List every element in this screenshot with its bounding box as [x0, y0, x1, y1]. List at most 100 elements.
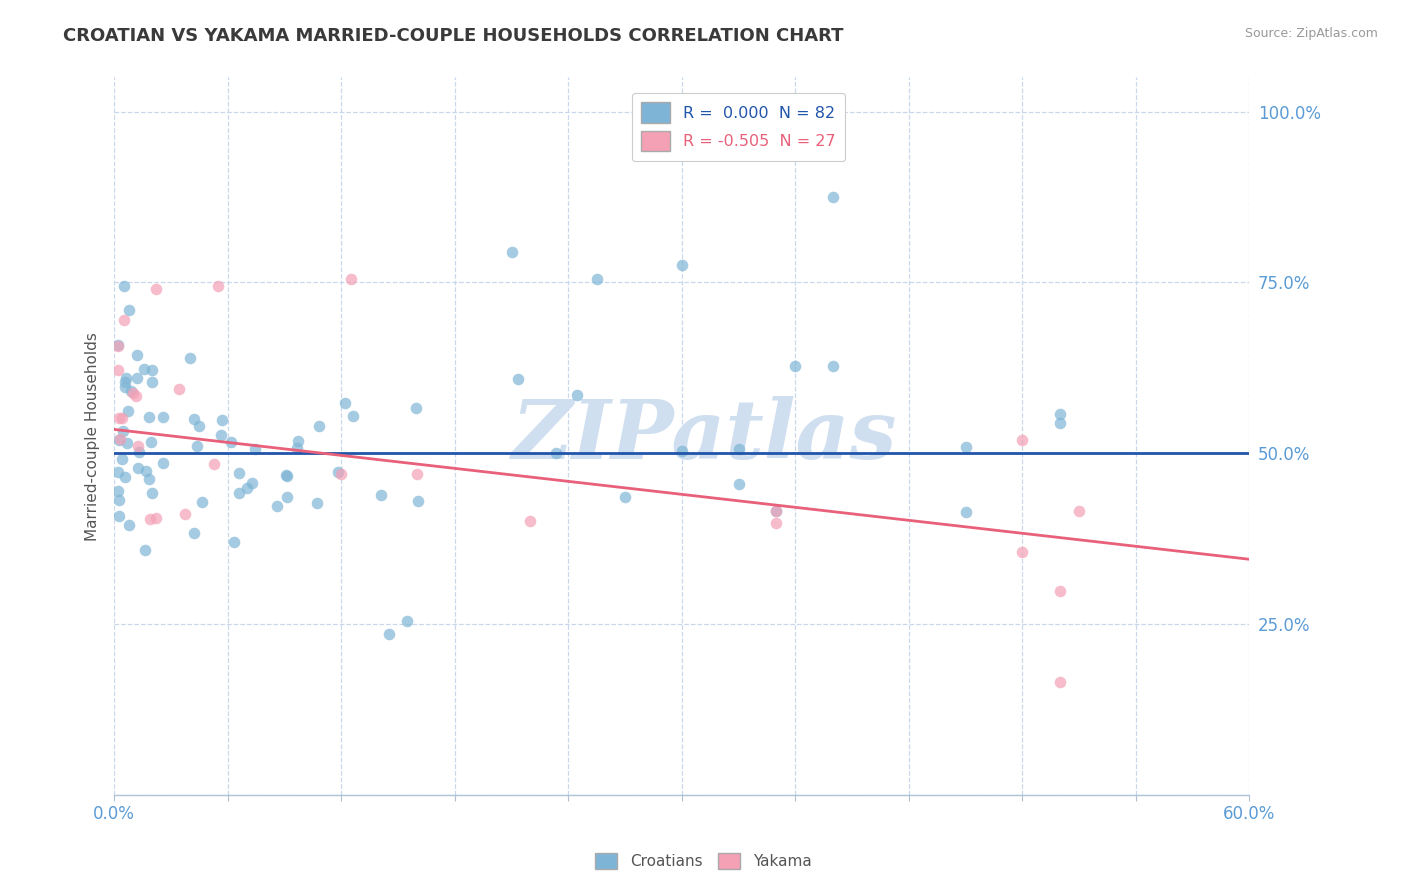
Point: [114, 375, 136, 389]
Point: [276, 467, 298, 482]
Point: [546, 446, 568, 460]
Point: [110, 452, 132, 467]
Point: [108, 508, 131, 523]
Point: [174, 507, 197, 521]
Point: [191, 495, 214, 509]
Point: [167, 382, 190, 396]
Point: [506, 372, 529, 386]
Point: [111, 411, 134, 425]
Point: [125, 370, 148, 384]
Point: [287, 434, 309, 448]
Point: [134, 542, 156, 557]
Point: [139, 435, 162, 450]
Point: [115, 436, 138, 450]
Point: [305, 496, 328, 510]
Point: [565, 388, 588, 402]
Point: [145, 282, 167, 296]
Point: [117, 403, 139, 417]
Point: [614, 490, 637, 504]
Point: [141, 375, 163, 389]
Point: [108, 493, 131, 508]
Point: [276, 490, 298, 504]
Point: [308, 419, 330, 434]
Point: [207, 279, 229, 293]
Point: [127, 460, 149, 475]
Point: [671, 443, 693, 458]
Point: [118, 302, 141, 317]
Point: [138, 472, 160, 486]
Point: [785, 359, 807, 373]
Point: [370, 488, 392, 502]
Point: [107, 363, 129, 377]
Point: [1049, 407, 1071, 421]
Point: [396, 614, 419, 628]
Point: [228, 466, 250, 480]
Point: [138, 512, 160, 526]
Point: [333, 395, 356, 409]
Point: [405, 401, 427, 415]
Point: [122, 386, 145, 401]
Point: [152, 410, 174, 425]
Point: [266, 499, 288, 513]
Point: [955, 440, 977, 454]
Point: [107, 483, 129, 498]
Point: [125, 388, 148, 402]
Point: [145, 511, 167, 525]
Point: [107, 338, 129, 352]
Y-axis label: Married-couple Households: Married-couple Households: [86, 332, 100, 541]
Point: [132, 362, 155, 376]
Point: [1049, 675, 1071, 690]
Text: Source: ZipAtlas.com: Source: ZipAtlas.com: [1244, 27, 1378, 40]
Point: [211, 413, 233, 427]
Point: [276, 469, 298, 483]
Point: [110, 433, 132, 447]
Point: [235, 481, 257, 495]
Point: [224, 534, 246, 549]
Point: [406, 494, 429, 508]
Point: [114, 469, 136, 483]
Point: [135, 464, 157, 478]
Point: [727, 442, 749, 456]
Point: [727, 477, 749, 491]
Point: [125, 348, 148, 362]
Point: [285, 441, 308, 455]
Point: [111, 424, 134, 438]
Point: [1067, 504, 1090, 518]
Point: [115, 371, 138, 385]
Point: [377, 627, 399, 641]
Point: [179, 351, 201, 366]
Point: [765, 504, 787, 518]
Point: [138, 409, 160, 424]
Legend: Croatians, Yakama: Croatians, Yakama: [589, 847, 817, 875]
Point: [141, 485, 163, 500]
Point: [209, 428, 232, 442]
Point: [112, 279, 135, 293]
Point: [406, 467, 429, 481]
Text: CROATIAN VS YAKAMA MARRIED-COUPLE HOUSEHOLDS CORRELATION CHART: CROATIAN VS YAKAMA MARRIED-COUPLE HOUSEH…: [63, 27, 844, 45]
Point: [107, 465, 129, 479]
Point: [107, 339, 129, 353]
Point: [501, 244, 523, 259]
Point: [1049, 416, 1071, 430]
Point: [228, 486, 250, 500]
Point: [118, 518, 141, 533]
Point: [112, 313, 135, 327]
Point: [245, 442, 267, 457]
Point: [128, 445, 150, 459]
Legend: R =  0.000  N = 82, R = -0.505  N = 27: R = 0.000 N = 82, R = -0.505 N = 27: [631, 93, 845, 161]
Point: [330, 467, 353, 481]
Point: [823, 359, 845, 374]
Point: [765, 504, 787, 518]
Point: [219, 435, 242, 450]
Point: [120, 384, 142, 398]
Point: [107, 410, 129, 425]
Point: [671, 259, 693, 273]
Point: [519, 514, 541, 528]
Point: [183, 412, 205, 426]
Point: [108, 433, 131, 447]
Point: [202, 457, 225, 471]
Point: [240, 475, 263, 490]
Point: [955, 505, 977, 519]
Point: [823, 190, 845, 204]
Point: [585, 272, 607, 286]
